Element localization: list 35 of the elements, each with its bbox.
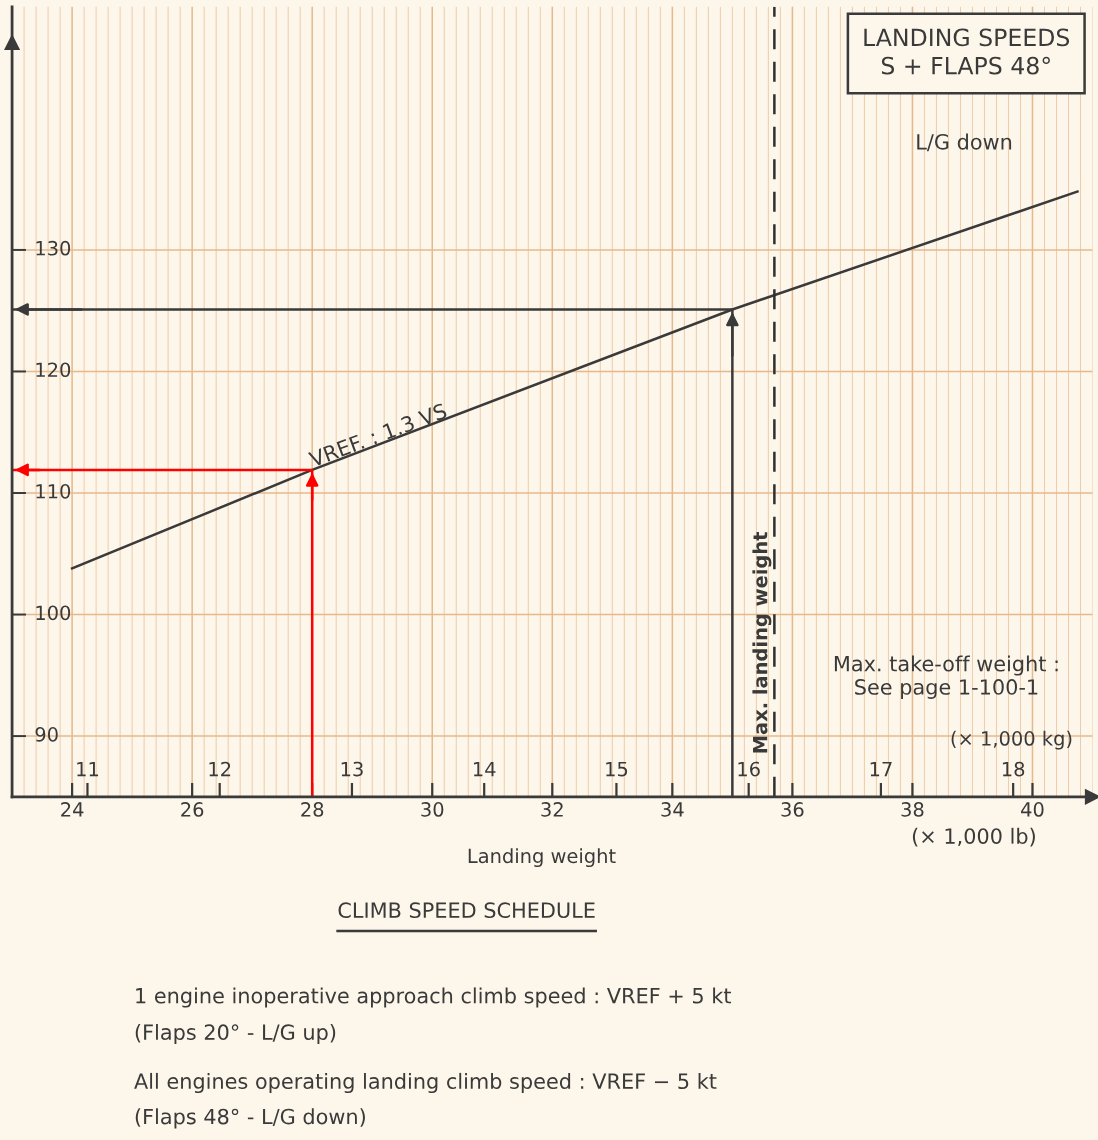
y-tick-label: 120 <box>36 362 71 378</box>
x2-tick-label: 13 <box>341 761 363 777</box>
y-tick-label: 130 <box>36 240 71 256</box>
y-tick-label: 100 <box>36 605 71 621</box>
x-tick-label: 24 <box>61 802 84 817</box>
text: CLIMB SPEED SCHEDULE <box>338 902 595 919</box>
x-tick-label: 32 <box>541 802 563 817</box>
x2-tick-label: 18 <box>1002 761 1025 777</box>
x-tick-label: 28 <box>301 802 324 817</box>
annotation: VREF. : 1.3 VS <box>307 402 448 468</box>
y-tick-label: 110 <box>36 483 71 499</box>
text: 1 engine inoperative approach climb speed : VREF + 5 kt <box>136 987 732 1008</box>
text: (Flaps 20° - L/G up) <box>135 1023 336 1045</box>
annotation: L/G down <box>917 133 1012 152</box>
x-tick-label: 34 <box>661 802 684 817</box>
x-tick-label: 30 <box>421 802 444 817</box>
text: All engines operating landing climb speed : VREF − 5 kt <box>134 1072 717 1094</box>
x2-tick-label: 11 <box>77 761 99 777</box>
text: LANDING SPEEDS S + FLAPS 48° <box>864 28 1070 75</box>
x2-tick-label: 17 <box>870 761 892 777</box>
x2-tick-label: 15 <box>606 761 628 777</box>
y-tick-label: 90 <box>35 727 58 742</box>
annotation: Max. take-off weight : See page 1-100-1 <box>834 655 1058 699</box>
x-tick-label: 40 <box>1021 802 1044 817</box>
x-tick-label: 36 <box>781 802 804 817</box>
x-axis-title: Landing weight <box>468 848 616 868</box>
text: (Flaps 48° - L/G down) <box>135 1108 365 1129</box>
text: (× 1,000 lb) <box>912 827 1035 847</box>
x-tick-label: 26 <box>181 802 204 817</box>
x2-tick-label: 12 <box>209 761 231 777</box>
x2-tick-label: 14 <box>473 761 496 777</box>
x2-axis-title: (× 1,000 kg) <box>951 730 1072 750</box>
x-tick-label: 38 <box>901 802 924 817</box>
ref-line-label: Max. landing weight <box>752 531 772 753</box>
x2-tick-label: 16 <box>738 761 760 777</box>
